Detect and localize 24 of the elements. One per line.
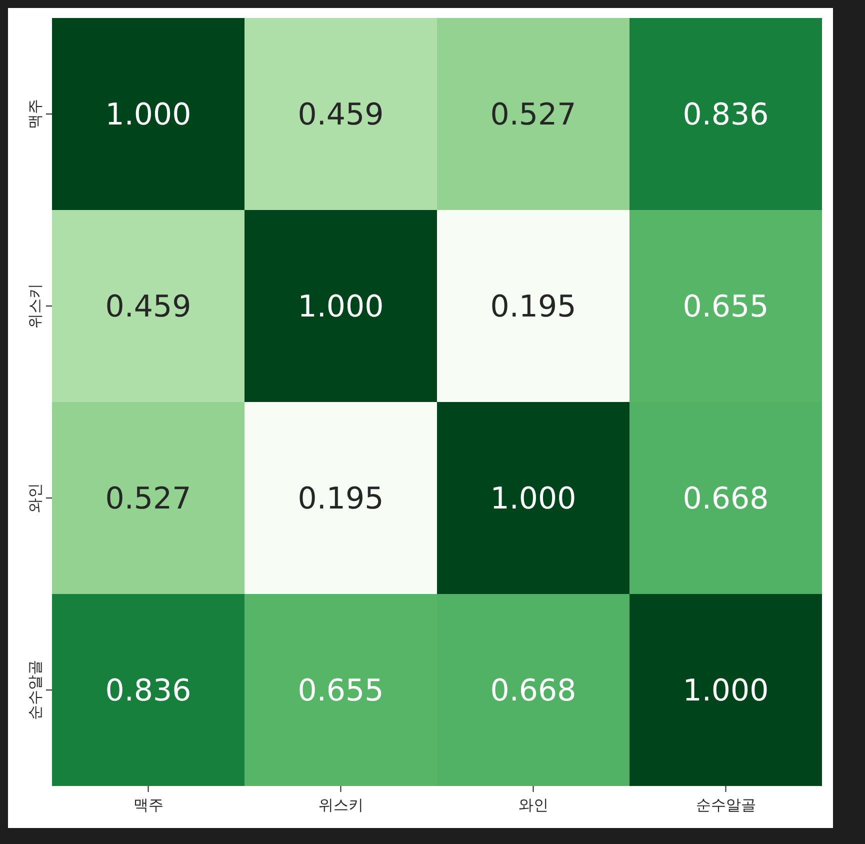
data-label: 0.527 (105, 482, 192, 516)
x-tick-label: 순수알골 (696, 796, 756, 814)
data-label: 1.000 (682, 674, 769, 708)
data-label: 0.836 (105, 674, 192, 708)
data-label: 0.655 (682, 290, 769, 324)
y-tick-label: 순수알골 (26, 660, 44, 720)
data-label: 1.000 (298, 290, 384, 324)
data-label: 0.459 (105, 290, 192, 324)
y-tick-label: 위스키 (26, 284, 44, 328)
data-label: 0.836 (682, 98, 769, 132)
y-tick-label: 와인 (26, 483, 44, 513)
x-tick-label: 맥주 (133, 796, 164, 814)
data-label: 0.527 (490, 98, 576, 132)
data-label: 0.655 (298, 674, 384, 708)
data-label: 0.459 (298, 98, 384, 132)
data-label: 0.195 (298, 482, 384, 516)
data-label: 0.668 (490, 674, 576, 708)
data-label: 1.000 (105, 98, 192, 132)
data-label: 0.195 (490, 290, 576, 324)
x-tick-label: 위스키 (318, 796, 364, 814)
x-tick-label: 와인 (518, 796, 548, 814)
data-label: 1.000 (490, 482, 576, 516)
data-label: 0.668 (682, 482, 769, 516)
y-tick-label: 맥주 (26, 99, 44, 129)
